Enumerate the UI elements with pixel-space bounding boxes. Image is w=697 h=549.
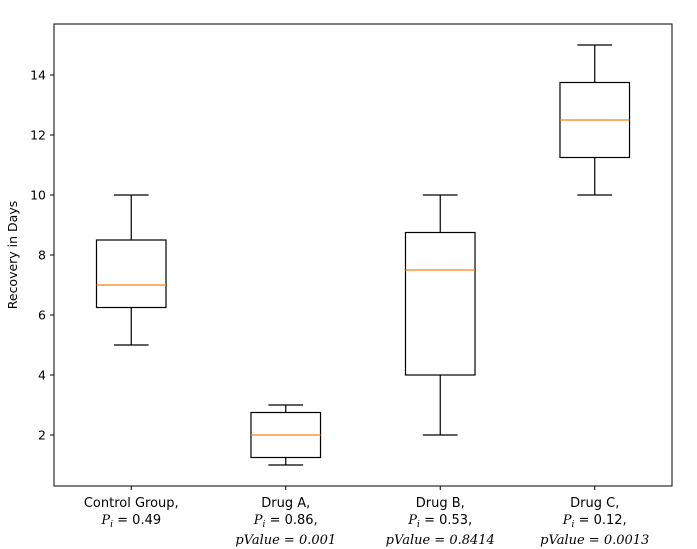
y-tick-label: 10 [30, 188, 46, 203]
category-name: Drug B, [416, 496, 465, 511]
y-axis-label: Recovery in Days [5, 201, 20, 310]
box-group [559, 44, 631, 196]
y-axis: 2 4 6 8 10 12 14 [30, 68, 54, 443]
category-p-value: Pi = 0.86, [253, 513, 318, 530]
iqr-box [404, 231, 476, 376]
x-tick-label: Control Group, Pi = 0.49 [84, 496, 179, 530]
category-pvalue-line: pValue = 0.8414 [386, 533, 495, 548]
category-p-value: Pi = 0.53, [407, 513, 472, 530]
box-group [250, 404, 322, 466]
box-group [95, 194, 167, 346]
category-name: Drug A, [261, 496, 310, 511]
y-tick-label: 4 [38, 368, 46, 383]
x-tick-label: Drug A, Pi = 0.86, pValue = 0.001 [235, 496, 336, 548]
boxes-group [95, 44, 631, 466]
box-group [404, 194, 476, 436]
y-tick-label: 2 [38, 428, 46, 443]
category-name: Drug C, [570, 496, 619, 511]
y-tick-label: 8 [38, 248, 46, 263]
category-p-value: Pi = 0.12, [562, 513, 627, 530]
iqr-box [95, 239, 167, 309]
category-pvalue-line: pValue = 0.001 [235, 533, 336, 548]
x-tick-label: Drug C, Pi = 0.12, pValue = 0.0013 [540, 496, 649, 548]
y-tick-label: 6 [38, 308, 46, 323]
category-pvalue-line: pValue = 0.0013 [540, 533, 649, 548]
plot-area-frame [53, 23, 673, 487]
category-name: Control Group, [84, 496, 179, 511]
y-tick-label: 14 [30, 68, 46, 83]
y-tick-label: 12 [30, 128, 46, 143]
x-axis: Control Group, Pi = 0.49 Drug A, Pi = 0.86,… [84, 486, 649, 548]
category-p-value: Pi = 0.49 [100, 513, 161, 530]
x-tick-label: Drug B, Pi = 0.53, pValue = 0.8414 [386, 496, 495, 548]
